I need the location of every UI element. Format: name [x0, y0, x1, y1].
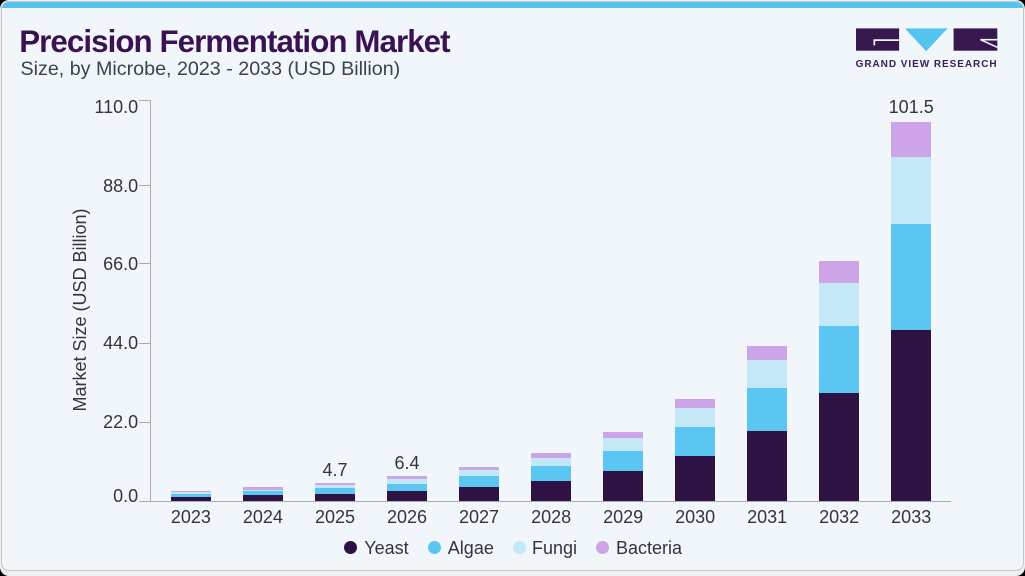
- svg-text:GRAND VIEW RESEARCH: GRAND VIEW RESEARCH: [855, 59, 997, 70]
